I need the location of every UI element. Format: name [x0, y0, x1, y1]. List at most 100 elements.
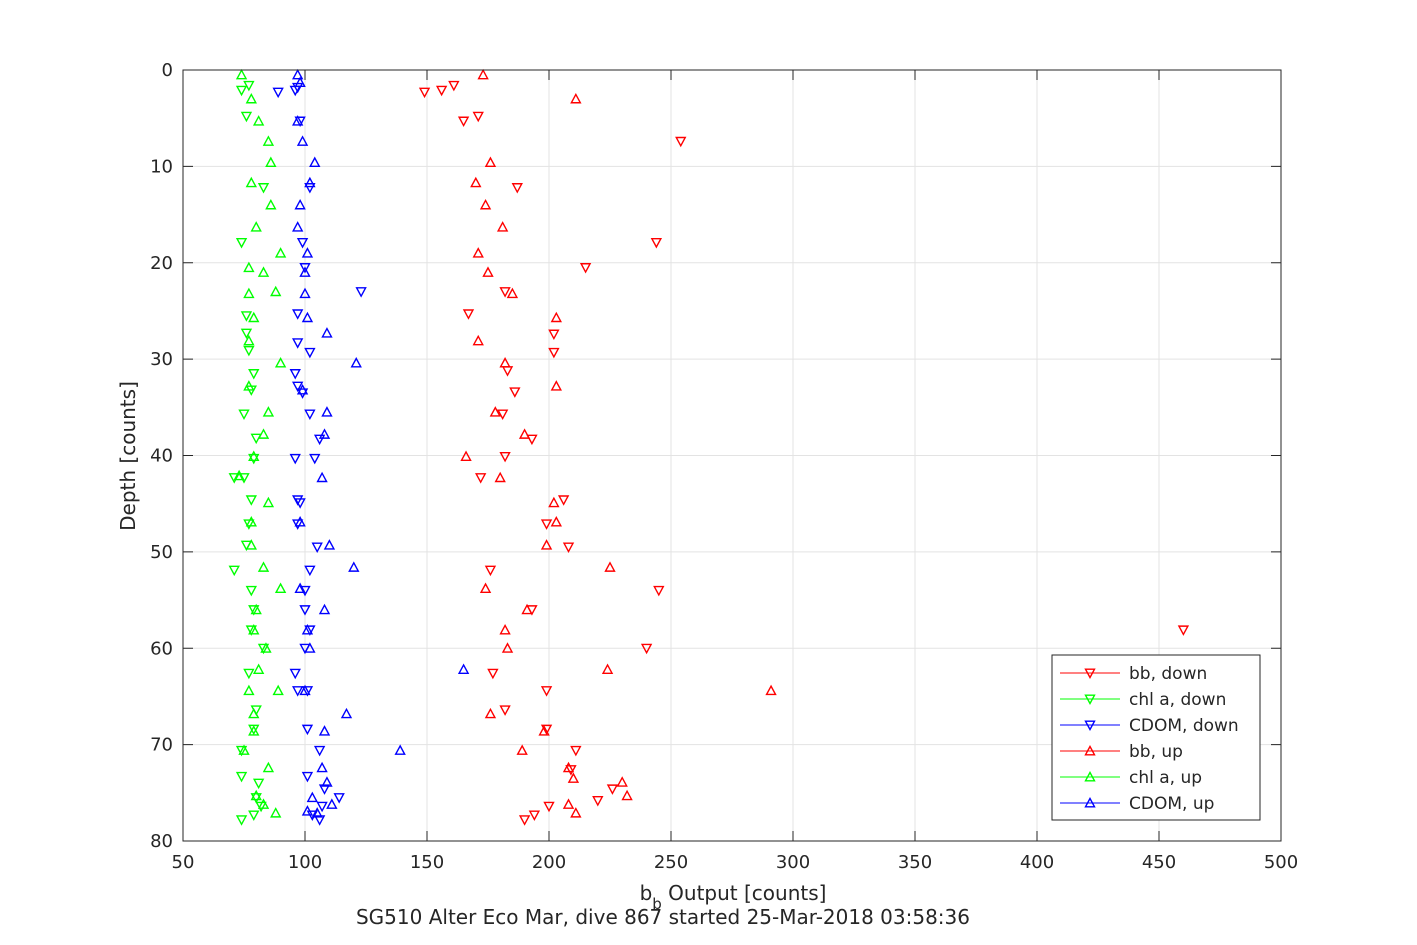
legend-entry-label: CDOM, up — [1129, 794, 1214, 814]
chart-subtitle: SG510 Alter Eco Mar, dive 867 started 25… — [356, 905, 970, 929]
legend-marker — [1084, 694, 1096, 705]
data-point — [238, 409, 250, 421]
data-point — [248, 605, 260, 616]
data-point — [499, 357, 511, 368]
data-point — [518, 428, 531, 439]
data-point — [496, 221, 509, 232]
data-point — [289, 369, 301, 380]
series-chl-a-up — [233, 68, 287, 818]
data-point — [248, 311, 260, 323]
data-point — [243, 380, 255, 391]
data-point — [462, 309, 475, 320]
data-point — [318, 725, 331, 736]
data-point — [621, 789, 633, 801]
legend-entry-label: bb, up — [1129, 742, 1183, 762]
data-point — [304, 409, 316, 421]
data-point — [540, 539, 553, 550]
data-series — [228, 68, 1190, 826]
data-point — [292, 686, 304, 697]
legend-marker — [1084, 668, 1096, 679]
x-tick-label: 450 — [1142, 852, 1176, 873]
data-point — [235, 85, 248, 97]
data-point — [248, 623, 260, 635]
x-tick-label: 250 — [654, 852, 688, 873]
data-point — [292, 68, 304, 80]
x-tick-label: 50 — [172, 852, 195, 873]
data-point — [228, 565, 240, 577]
data-point — [292, 309, 304, 320]
data-point — [311, 807, 323, 818]
data-point — [235, 815, 248, 826]
data-point — [592, 795, 604, 807]
data-point — [499, 623, 511, 635]
data-point — [538, 725, 550, 736]
data-point — [318, 428, 331, 439]
data-point — [435, 85, 448, 97]
data-point — [557, 495, 570, 506]
data-point — [470, 176, 482, 188]
data-point — [270, 285, 282, 297]
data-point — [604, 561, 616, 572]
data-point — [601, 663, 614, 674]
data-point — [540, 724, 553, 736]
data-point — [257, 643, 270, 655]
data-point — [292, 338, 304, 349]
data-point — [501, 642, 514, 653]
data-point — [243, 519, 255, 530]
data-point — [260, 642, 272, 653]
data-point — [243, 287, 255, 299]
data-point — [494, 471, 506, 483]
data-point — [301, 247, 314, 258]
data-point — [484, 156, 497, 168]
data-point — [479, 582, 492, 594]
data-point — [274, 247, 287, 258]
data-point — [294, 498, 306, 509]
data-point — [479, 198, 492, 210]
data-point — [309, 156, 321, 168]
data-point — [243, 261, 255, 273]
data-point — [299, 263, 311, 274]
data-point — [262, 135, 275, 146]
data-point — [313, 815, 326, 826]
data-point — [616, 776, 628, 787]
data-point — [294, 76, 306, 88]
x-tick-label: 500 — [1264, 852, 1298, 873]
data-point — [235, 771, 248, 783]
data-point — [340, 707, 353, 719]
x-tick-label: 100 — [288, 852, 322, 873]
data-point — [243, 684, 255, 696]
data-point — [294, 116, 306, 128]
data-point — [240, 111, 253, 123]
data-point — [540, 519, 553, 530]
data-point — [301, 623, 314, 635]
data-point — [318, 784, 331, 795]
data-point — [228, 473, 240, 484]
y-tick-label: 60 — [150, 638, 173, 659]
data-point — [333, 793, 345, 804]
data-point — [245, 539, 257, 550]
y-tick-label: 30 — [150, 349, 173, 370]
data-point — [301, 771, 314, 783]
data-point — [562, 542, 575, 554]
data-point — [296, 237, 309, 249]
data-point — [262, 406, 275, 417]
data-point — [292, 519, 304, 530]
data-point — [350, 357, 362, 368]
data-point — [265, 156, 277, 168]
data-point — [274, 582, 287, 594]
data-point — [543, 801, 555, 813]
data-point — [299, 266, 311, 277]
data-point — [355, 287, 367, 298]
data-point — [311, 542, 323, 554]
data-point — [248, 453, 260, 465]
data-point — [245, 516, 257, 527]
data-point — [272, 87, 284, 99]
data-point — [292, 221, 304, 232]
data-point — [348, 561, 360, 572]
data-point — [550, 516, 562, 527]
data-point — [292, 381, 304, 393]
data-point — [516, 744, 528, 755]
data-point — [484, 565, 497, 577]
data-point — [289, 668, 301, 680]
